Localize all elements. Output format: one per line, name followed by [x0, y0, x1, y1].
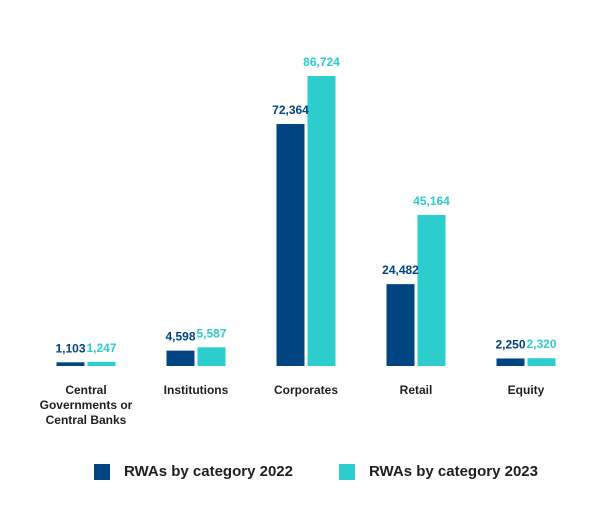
category-label-line: Central Banks: [46, 413, 127, 427]
value-label-institutions-2023: 5,587: [196, 326, 226, 340]
category-label-institutions: Institutions: [164, 383, 229, 397]
legend-item-2022: RWAs by category 2022: [94, 463, 293, 480]
legend: RWAs by category 2022 RWAs by category 2…: [0, 463, 610, 487]
category-labels-group: Central Governments or Central Banks Instit…: [40, 383, 545, 427]
value-label-retail-2022: 24,482: [382, 263, 419, 277]
legend-swatch-2022: [94, 463, 110, 480]
category-label-line: Equity: [508, 383, 545, 397]
value-label-retail-2023: 45,164: [413, 194, 450, 208]
value-label-corporates-2023: 86,724: [303, 55, 340, 69]
value-label-equity-2023: 2,320: [526, 337, 556, 351]
category-label-line: Institutions: [164, 383, 229, 397]
value-label-equity-2022: 2,250: [495, 337, 525, 351]
value-label-central-governments-or-central-banks-2023: 1,247: [86, 341, 116, 355]
legend-item-2023: RWAs by category 2023: [339, 463, 538, 480]
bar-chart: 1,103 1,247 4,598 5,587 72,364 86,724 24,482 45…: [40, 55, 557, 427]
bars-group: [56, 76, 556, 366]
legend-label-2022: RWAs by category 2022: [124, 463, 293, 480]
category-label-central-governments-or-central-banks: Central Governments or Central Banks: [40, 383, 133, 427]
bar-institutions-2023: [197, 347, 226, 366]
category-label-retail: Retail: [400, 383, 433, 397]
bar-equity-2022: [496, 358, 525, 366]
category-label-line: Corporates: [274, 383, 338, 397]
bar-equity-2023: [527, 358, 556, 366]
bar-central-governments-or-central-banks-2022: [56, 362, 85, 366]
bar-institutions-2022: [166, 350, 195, 366]
bar-central-governments-or-central-banks-2023: [87, 361, 116, 366]
category-label-line: Central: [65, 383, 106, 397]
category-label-line: Governments or: [40, 398, 133, 412]
bar-retail-2022: [386, 284, 415, 366]
legend-swatch-2023: [339, 463, 355, 480]
category-label-line: Retail: [400, 383, 433, 397]
value-label-central-governments-or-central-banks-2022: 1,103: [55, 341, 85, 355]
value-label-corporates-2022: 72,364: [272, 103, 309, 117]
bar-corporates-2022: [276, 124, 305, 366]
bar-corporates-2023: [307, 76, 336, 366]
category-label-equity: Equity: [508, 383, 545, 397]
bar-retail-2023: [417, 214, 446, 366]
legend-label-2023: RWAs by category 2023: [369, 463, 538, 480]
category-label-corporates: Corporates: [274, 383, 338, 397]
value-labels-group: 1,103 1,247 4,598 5,587 72,364 86,724 24,482 45…: [55, 55, 556, 355]
value-label-institutions-2022: 4,598: [165, 330, 195, 344]
